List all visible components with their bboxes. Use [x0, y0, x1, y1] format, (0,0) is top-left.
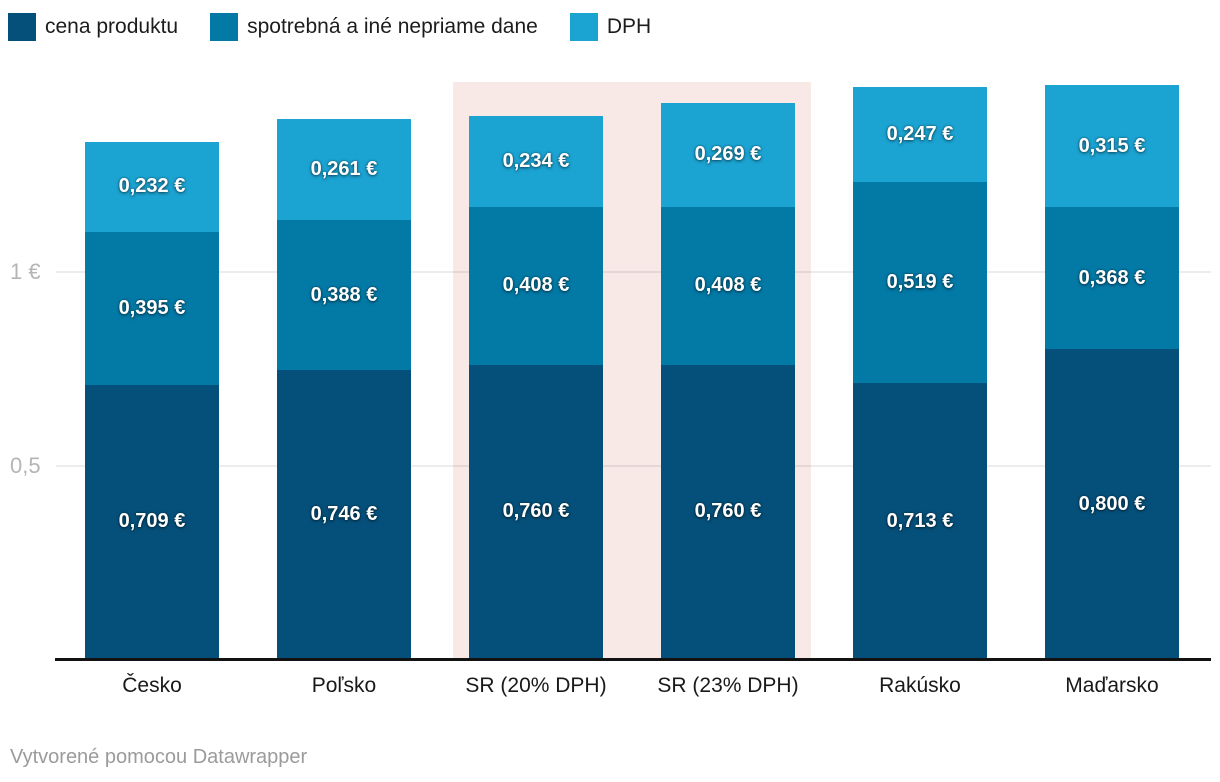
bar-segment-dane[interactable]: 0,519 € [853, 182, 987, 384]
legend-swatch-icon [8, 13, 36, 41]
bar-segment-cena-produktu[interactable]: 0,746 € [277, 370, 411, 659]
bar-segment-dane[interactable]: 0,408 € [661, 206, 795, 365]
bar-segment-cena-produktu[interactable]: 0,709 € [85, 384, 219, 659]
segment-value-label: 0,261 € [310, 158, 378, 181]
legend-swatch-icon [569, 13, 598, 41]
x-axis-category-label: Česko [122, 674, 182, 697]
bar-segment-dph[interactable]: 0,269 € [661, 102, 795, 207]
gridline [56, 464, 1211, 467]
segment-value-label: 0,713 € [886, 509, 954, 532]
segment-value-label: 0,760 € [694, 500, 762, 523]
segment-value-label: 0,408 € [502, 274, 570, 297]
bar-segment-cena-produktu[interactable]: 0,713 € [853, 383, 987, 659]
y-axis-tick-label: 1 € [10, 259, 41, 284]
segment-value-label: 0,315 € [1078, 134, 1146, 157]
x-axis-category-label: SR (23% DPH) [657, 674, 799, 697]
legend-label: cena produktu [45, 15, 179, 38]
segment-value-label: 0,234 € [502, 150, 570, 173]
bar-segment-dph[interactable]: 0,261 € [277, 119, 411, 221]
segment-value-label: 0,760 € [502, 500, 570, 523]
segment-value-label: 0,368 € [1078, 266, 1146, 289]
segment-value-label: 0,519 € [886, 271, 954, 294]
segment-value-label: 0,269 € [694, 143, 762, 166]
x-axis-category-label: Maďarsko [1065, 674, 1159, 697]
legend-swatch-icon [210, 13, 239, 41]
segment-value-label: 0,709 € [118, 510, 186, 533]
chart-legend: cena produktu spotrebná a iné nepriame d… [8, 13, 651, 41]
legend-item-cena-produktu: cena produktu [8, 13, 178, 41]
legend-item-dph: DPH [569, 13, 652, 41]
bar-segment-dane[interactable]: 0,368 € [1045, 206, 1179, 350]
x-axis-line [55, 658, 1211, 661]
bar-segment-cena-produktu[interactable]: 0,800 € [1045, 349, 1179, 659]
legend-item-spotrebna-dane: spotrebná a iné nepriame dane [210, 13, 538, 41]
bar-segment-dane[interactable]: 0,395 € [85, 231, 219, 385]
segment-value-label: 0,408 € [694, 274, 762, 297]
segment-value-label: 0,746 € [310, 503, 378, 526]
bar-segment-dph[interactable]: 0,234 € [469, 116, 603, 207]
bar-segment-cena-produktu[interactable]: 0,760 € [469, 364, 603, 659]
segment-value-label: 0,388 € [310, 283, 378, 306]
bar-segment-dph[interactable]: 0,232 € [85, 141, 219, 232]
segment-value-label: 0,232 € [118, 175, 186, 198]
segment-value-label: 0,395 € [118, 296, 186, 319]
bar-segment-dph[interactable]: 0,315 € [1045, 85, 1179, 207]
segment-value-label: 0,800 € [1078, 492, 1146, 515]
bar-segment-dane[interactable]: 0,388 € [277, 220, 411, 371]
attribution-text: Vytvorené pomocou Datawrapper [10, 746, 308, 768]
x-axis-category-label: Poľsko [311, 674, 377, 697]
y-axis-tick-label: 0,5 [10, 452, 41, 478]
segment-value-label: 0,247 € [886, 122, 954, 145]
legend-label: DPH [606, 15, 652, 38]
x-axis-category-label: Rakúsko [879, 674, 961, 697]
x-axis-category-label: SR (20% DPH) [465, 674, 607, 697]
gridline [56, 271, 1211, 273]
bar-segment-cena-produktu[interactable]: 0,760 € [661, 364, 795, 659]
bar-segment-dph[interactable]: 0,247 € [853, 86, 987, 183]
legend-label: spotrebná a iné nepriame dane [247, 15, 538, 38]
bar-segment-dane[interactable]: 0,408 € [469, 206, 603, 365]
